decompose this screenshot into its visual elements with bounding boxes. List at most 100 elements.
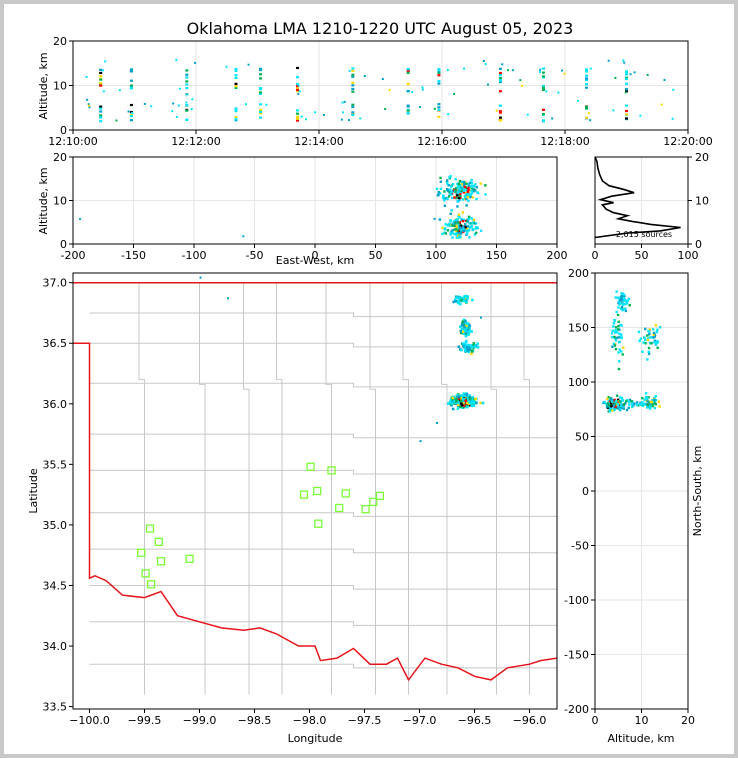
altitude-northsouth-point: [616, 398, 620, 402]
lma-station-marker: [327, 466, 336, 475]
time-altitude-point: [99, 78, 103, 81]
eastwest-altitude-point: [466, 229, 469, 233]
time-altitude-point: [234, 82, 238, 85]
time-altitude-point: [234, 74, 238, 77]
eastwest-altitude-point: [484, 184, 487, 187]
county-line: [89, 584, 557, 590]
time-altitude-point: [171, 110, 174, 113]
eastwest-altitude-point: [467, 215, 471, 219]
time-altitude-point: [234, 67, 238, 71]
plan-view-source: [455, 296, 459, 299]
county-line: [89, 312, 557, 318]
eastwest-altitude-point: [463, 226, 466, 230]
altitude-northsouth-ytick-label: -100: [564, 594, 589, 607]
eastwest-altitude-panel: -200 -150 -100 -50 0 50 100 150 200 0 10 20 Altitud…: [37, 151, 568, 267]
altitude-northsouth-point: [620, 336, 624, 339]
time-altitude-point: [614, 76, 617, 79]
time-altitude-ytick-label: 10: [53, 80, 67, 93]
time-altitude-point: [118, 89, 121, 92]
eastwest-altitude-point: [462, 184, 465, 188]
altitude-northsouth-point: [652, 331, 656, 335]
time-altitude-point: [185, 109, 189, 112]
plan-view-source: [471, 396, 475, 399]
altitude-northsouth-point: [619, 400, 622, 403]
eastwest-altitude-point: [460, 229, 463, 233]
altitude-northsouth-point: [652, 333, 655, 337]
eastwest-altitude-point: [439, 187, 443, 191]
time-altitude-point: [589, 119, 592, 122]
eastwest-altitude-point: [466, 218, 469, 221]
plan-view-source: [476, 342, 479, 346]
time-altitude-point: [498, 111, 502, 114]
eastwest-altitude-ytick-label: 20: [53, 151, 67, 164]
altitude-northsouth-point: [616, 401, 619, 404]
eastwest-altitude-point: [460, 228, 463, 231]
lma-station-marker: [146, 580, 156, 589]
eastwest-altitude-point: [452, 223, 456, 226]
eastwest-altitude-point: [456, 200, 459, 203]
eastwest-altitude-point: [452, 220, 456, 223]
time-altitude-point: [406, 105, 410, 108]
altitude-northsouth-point: [620, 333, 623, 336]
lma-station-marker: [185, 554, 194, 563]
time-altitude-point: [185, 76, 189, 79]
eastwest-altitude-point: [443, 197, 446, 200]
altitude-northsouth-point: [637, 404, 640, 407]
eastwest-altitude-point: [450, 190, 453, 194]
altitude-northsouth-point: [611, 336, 614, 339]
plan-view-source: [462, 392, 466, 395]
time-altitude-point: [421, 86, 424, 89]
plan-view-ytick-label: 36.0: [43, 398, 68, 411]
eastwest-altitude-point: [457, 213, 461, 217]
plan-view-frame: [72, 272, 558, 710]
time-altitude-point: [259, 73, 263, 76]
plan-view-source: [456, 403, 460, 407]
time-altitude-point: [419, 106, 422, 109]
time-altitude-point: [194, 61, 197, 64]
time-altitude-point: [406, 71, 410, 74]
time-altitude-point: [585, 83, 589, 86]
source-count-label: 2,015 sources: [616, 230, 672, 239]
altitude-northsouth-ytick-label: 50: [575, 431, 589, 444]
time-altitude-point: [99, 68, 103, 71]
plan-view-source: [459, 405, 462, 409]
altitude-northsouth-point: [645, 406, 649, 409]
altitude-northsouth-point: [620, 295, 623, 299]
eastwest-altitude-point: [467, 229, 471, 232]
time-altitude-point: [388, 88, 391, 91]
time-altitude-point: [347, 119, 350, 122]
altitude-northsouth-point: [617, 360, 621, 363]
plan-view-source: [461, 342, 465, 345]
altitude-northsouth-point: [654, 324, 658, 327]
time-altitude-xtick-label: 12:12:00: [171, 135, 220, 148]
altitude-northsouth-point: [628, 403, 631, 406]
plan-view-source: [465, 328, 469, 331]
eastwest-altitude-point: [456, 205, 459, 208]
altitude-northsouth-point: [611, 401, 614, 405]
county-line: [523, 282, 530, 695]
time-altitude-point: [437, 103, 441, 106]
altitude-northsouth-point: [618, 328, 621, 331]
time-altitude-point: [498, 90, 502, 93]
eastwest-altitude-point: [459, 187, 462, 190]
time-altitude-point: [672, 88, 675, 91]
lma-station-marker: [369, 497, 378, 507]
time-altitude-point: [498, 116, 502, 119]
eastwest-altitude-point: [445, 179, 449, 182]
eastwest-altitude-point: [465, 191, 468, 195]
eastwest-altitude-point: [465, 204, 468, 207]
altitude-northsouth-point: [614, 331, 618, 334]
altitude-northsouth-point: [617, 351, 620, 354]
time-altitude-point: [175, 115, 178, 118]
time-altitude-panel: 12:10:00 12:12:00 12:14:00 12:16:00 12:18:00…: [37, 35, 713, 148]
eastwest-altitude-point: [474, 189, 477, 192]
altitude-northsouth-point: [645, 397, 648, 400]
altitude-northsouth-point: [617, 320, 620, 324]
eastwest-altitude-point: [460, 231, 463, 234]
altitude-histogram-line: [594, 156, 681, 239]
time-altitude-point: [421, 88, 424, 91]
eastwest-altitude-point: [456, 236, 459, 239]
altitude-northsouth-point: [638, 339, 641, 343]
time-altitude-point: [129, 79, 133, 82]
eastwest-altitude-point: [458, 226, 462, 229]
